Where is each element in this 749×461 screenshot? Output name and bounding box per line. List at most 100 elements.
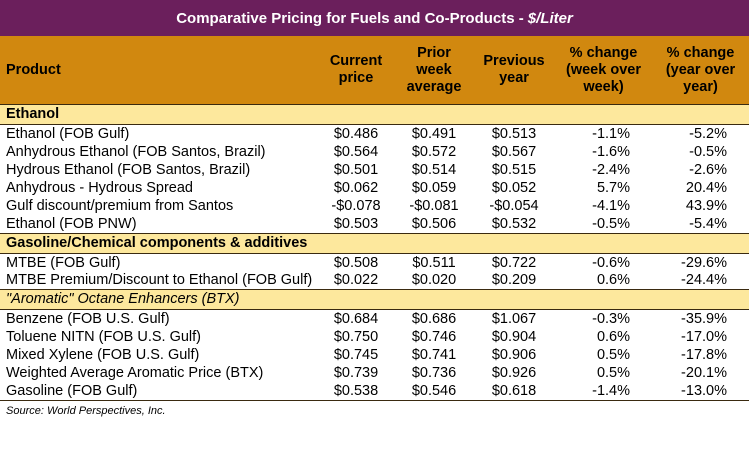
cell-previous-year: $0.515 [491, 162, 537, 178]
source-note: Source: World Perspectives, Inc. [6, 405, 166, 417]
cell-prior-week-average: $0.514 [411, 162, 457, 178]
cell-pct-change-year: 20.4% [685, 180, 727, 196]
table-row: Benzene (FOB U.S. Gulf) $0.684 $0.686 $1.06… [0, 310, 749, 329]
cell-prior-week-average: $0.686 [411, 311, 457, 327]
header-pct-change-year: % change (year over year) [652, 36, 749, 105]
header-prior-week-average: Prior week average [395, 36, 473, 105]
cell-pct-change-week: -2.4% [592, 162, 630, 178]
pricing-table: Product Current price Prior week average… [0, 36, 749, 401]
header-product: Product [0, 36, 317, 105]
cell-pct-change-week: 0.6% [596, 272, 630, 288]
cell-pct-change-year: -0.5% [689, 144, 727, 160]
cell-current-price: $0.684 [333, 311, 379, 327]
cell-previous-year: $0.618 [473, 382, 555, 401]
cell-current-price: $0.486 [333, 126, 379, 142]
cell-pct-change-year: -13.0% [652, 382, 749, 401]
cell-prior-week-average: $0.741 [411, 347, 457, 363]
cell-previous-year: $0.532 [491, 216, 537, 232]
table-row: Ethanol (FOB PNW) $0.503 $0.506 $0.532 -0.5%… [0, 215, 749, 234]
cell-prior-week-average: -$0.081 [409, 198, 459, 214]
cell-current-price: $0.750 [333, 329, 379, 345]
cell-pct-change-week: -0.5% [592, 216, 630, 232]
cell-previous-year: $0.513 [491, 126, 537, 142]
cell-current-price: $0.739 [333, 365, 379, 381]
cell-previous-year: $0.722 [491, 255, 537, 271]
cell-product: Mixed Xylene (FOB U.S. Gulf) [6, 347, 200, 363]
cell-pct-change-week: 5.7% [596, 180, 630, 196]
table-row: Anhydrous Ethanol (FOB Santos, Brazil) $0… [0, 143, 749, 161]
table-title-bar: Comparative Pricing for Fuels and Co-Pro… [0, 0, 749, 36]
cell-pct-change-week: -1.6% [592, 144, 630, 160]
cell-current-price: $0.501 [333, 162, 379, 178]
table-row: Mixed Xylene (FOB U.S. Gulf) $0.745 $0.741… [0, 346, 749, 364]
cell-current-price: $0.564 [333, 144, 379, 160]
cell-current-price: -$0.078 [331, 198, 381, 214]
cell-prior-week-average: $0.546 [395, 382, 473, 401]
cell-previous-year: $0.052 [491, 180, 537, 196]
cell-product: Anhydrous - Hydrous Spread [6, 180, 193, 196]
table-row: Gulf discount/premium from Santos -$0.078… [0, 197, 749, 215]
cell-pct-change-year: -20.1% [681, 365, 727, 381]
table-row: Gasoline (FOB Gulf) $0.538 $0.546 $0.618 -1.… [0, 382, 749, 401]
cell-prior-week-average: $0.020 [411, 272, 457, 288]
cell-previous-year: $0.209 [491, 272, 537, 288]
cell-pct-change-year: -24.4% [681, 272, 727, 288]
table-row: Weighted Average Aromatic Price (BTX) $0.… [0, 364, 749, 382]
cell-current-price: $0.538 [317, 382, 395, 401]
table-row: MTBE Premium/Discount to Ethanol (FOB Gu… [0, 272, 749, 290]
section-title: Ethanol [0, 104, 749, 125]
cell-pct-change-week: 0.6% [596, 329, 630, 345]
cell-pct-change-year: -17.8% [681, 347, 727, 363]
cell-previous-year: -$0.054 [489, 198, 539, 214]
cell-pct-change-year: -35.9% [681, 311, 727, 327]
cell-pct-change-year: -2.6% [689, 162, 727, 178]
cell-pct-change-week: -0.6% [592, 255, 630, 271]
cell-previous-year: $0.904 [491, 329, 537, 345]
section-header-row: Gasoline/Chemical components & additives [0, 233, 749, 254]
cell-current-price: $0.022 [333, 272, 379, 288]
cell-product: MTBE (FOB Gulf) [6, 255, 121, 271]
cell-pct-change-week: -1.4% [555, 382, 652, 401]
cell-pct-change-week: -4.1% [592, 198, 630, 214]
section-title: "Aromatic" Octane Enhancers (BTX) [0, 289, 749, 310]
table-row: Anhydrous - Hydrous Spread $0.062 $0.059 $0… [0, 179, 749, 197]
section-title: Gasoline/Chemical components & additives [0, 233, 749, 254]
table-title-unit: $/Liter [527, 9, 573, 27]
cell-pct-change-week: 0.5% [596, 347, 630, 363]
cell-product: Ethanol (FOB PNW) [6, 216, 137, 232]
cell-prior-week-average: $0.511 [412, 255, 456, 271]
cell-pct-change-year: -29.6% [681, 255, 727, 271]
cell-product: Gasoline (FOB Gulf) [0, 382, 317, 401]
cell-product: Benzene (FOB U.S. Gulf) [6, 311, 170, 327]
cell-product: Toluene NITN (FOB U.S. Gulf) [6, 329, 201, 345]
cell-pct-change-year: 43.9% [685, 198, 727, 214]
cell-pct-change-week: -0.3% [592, 311, 630, 327]
cell-previous-year: $0.567 [491, 144, 537, 160]
cell-product: Ethanol (FOB Gulf) [6, 126, 130, 142]
cell-pct-change-year: -5.4% [689, 216, 727, 232]
cell-current-price: $0.745 [333, 347, 379, 363]
cell-prior-week-average: $0.506 [411, 216, 457, 232]
cell-pct-change-year: -17.0% [681, 329, 727, 345]
cell-previous-year: $1.067 [491, 311, 537, 327]
cell-product: Hydrous Ethanol (FOB Santos, Brazil) [6, 162, 251, 178]
cell-product: Weighted Average Aromatic Price (BTX) [6, 365, 264, 381]
table-row: Ethanol (FOB Gulf) $0.486 $0.491 $0.513 -1.1… [0, 125, 749, 144]
cell-pct-change-year: -5.2% [689, 126, 727, 142]
cell-current-price: $0.508 [333, 255, 379, 271]
cell-current-price: $0.062 [333, 180, 379, 196]
cell-previous-year: $0.926 [491, 365, 537, 381]
header-pct-change-week: % change (week over week) [555, 36, 652, 105]
cell-pct-change-week: 0.5% [596, 365, 630, 381]
section-header-row: Ethanol [0, 104, 749, 125]
cell-prior-week-average: $0.059 [411, 180, 457, 196]
cell-product: Anhydrous Ethanol (FOB Santos, Brazil) [6, 144, 266, 160]
table-row: MTBE (FOB Gulf) $0.508 $0.511 $0.722 -0.6% -2… [0, 254, 749, 273]
cell-prior-week-average: $0.746 [411, 329, 457, 345]
section-header-row: "Aromatic" Octane Enhancers (BTX) [0, 289, 749, 310]
cell-prior-week-average: $0.736 [411, 365, 457, 381]
header-current-price: Current price [317, 36, 395, 105]
cell-previous-year: $0.906 [491, 347, 537, 363]
cell-product: MTBE Premium/Discount to Ethanol (FOB Gu… [6, 272, 313, 288]
